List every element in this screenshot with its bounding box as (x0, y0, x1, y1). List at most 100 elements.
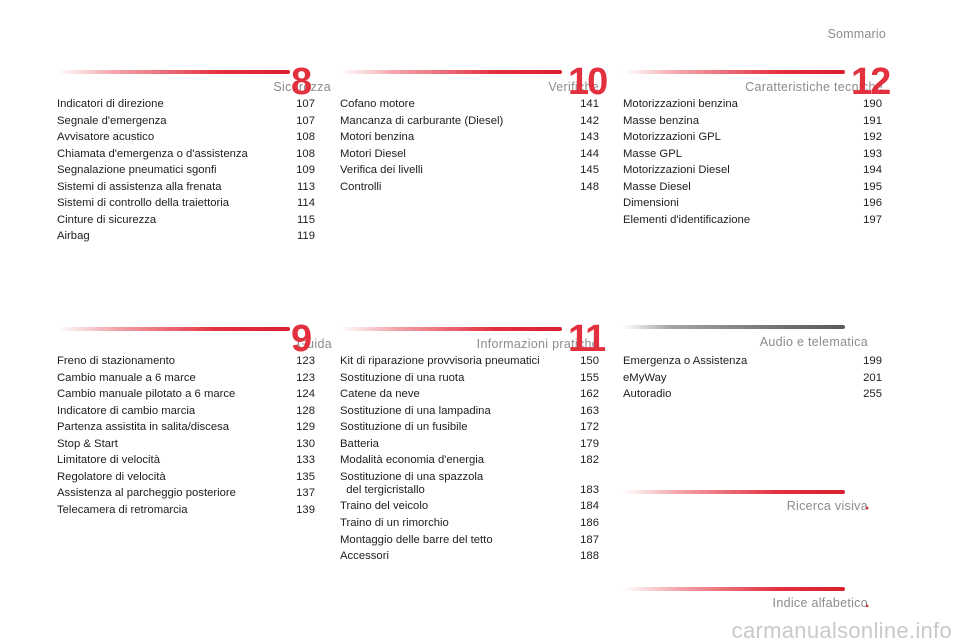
toc-entry[interactable]: Mancanza di carburante (Diesel) 142 (340, 113, 599, 130)
toc-entry[interactable]: Avvisatore acustico 108 (57, 129, 315, 146)
toc-entry[interactable]: Traino di un rimorchio 186 (340, 515, 599, 532)
toc-entry[interactable]: Emergenza o Assistenza 199 (623, 353, 882, 370)
toc-entry[interactable]: Masse benzina 191 (623, 113, 882, 130)
toc-entry-page: 150 (580, 355, 599, 367)
chapter-number-badge[interactable]: 12 (851, 61, 891, 103)
toc-entry-label: Chiamata d'emergenza o d'assistenza (57, 147, 248, 160)
toc-entry[interactable]: Sostituzione di una spazzola del tergicr… (340, 471, 599, 497)
chapter-marker-badge[interactable]: . (865, 594, 870, 611)
toc-entry-label: Sistemi di controllo della traiettoria (57, 197, 230, 210)
section-title[interactable]: Audio e telematica (759, 335, 868, 349)
toc-entry[interactable]: Masse Diesel 195 (623, 179, 882, 196)
toc-entry[interactable]: Sistemi di assistenza alla frenata 113 (57, 179, 315, 196)
toc-entry-page: 142 (580, 114, 599, 127)
toc-entry[interactable]: Telecamera di retromarcia 139 (57, 502, 315, 519)
toc-entry-page: 192 (863, 131, 882, 144)
toc-entry[interactable]: Stop & Start 130 (57, 436, 315, 453)
toc-list: Motorizzazioni benzina 190 Masse benzina 19… (623, 96, 882, 228)
section-title[interactable]: Guida (297, 337, 332, 351)
toc-entry-label: Sostituzione di una ruota (340, 371, 465, 384)
section-title[interactable]: Sicurezza (273, 80, 331, 94)
toc-list: Freno di stazionamento 123 Cambio manuale … (57, 353, 315, 518)
toc-entry[interactable]: Motorizzazioni Diesel 194 (623, 162, 882, 179)
toc-entry[interactable]: Indicatori di direzione 107 (57, 96, 315, 113)
section-bar (623, 70, 845, 74)
section-title[interactable]: Verifiche (548, 80, 599, 94)
toc-entry[interactable]: Batteria 179 (340, 436, 599, 453)
toc-entry[interactable]: Modalità economia d'energia 182 (340, 452, 599, 469)
chapter-number-badge[interactable]: 9 (291, 318, 312, 360)
toc-entry[interactable]: Segnalazione pneumatici sgonfi 109 (57, 162, 315, 179)
toc-entry[interactable]: Partenza assistita in salita/discesa 129 (57, 419, 315, 436)
chapter-number-badge[interactable]: 10 (568, 61, 608, 103)
toc-entry[interactable]: Cambio manuale pilotato a 6 marce 124 (57, 386, 315, 403)
toc-entry[interactable]: Chiamata d'emergenza o d'assistenza 108 (57, 146, 315, 163)
toc-entry[interactable]: Motori Diesel 144 (340, 146, 599, 163)
toc-entry-label: Controlli (340, 180, 382, 193)
toc-entry-label: Kit di riparazione provvisoria pneumatic… (340, 355, 540, 367)
toc-entry[interactable]: eMyWay 201 (623, 370, 882, 387)
toc-entry[interactable]: Airbag 119 (57, 228, 315, 245)
toc-entry[interactable]: Cofano motore 141 (340, 96, 599, 113)
toc-entry[interactable]: Freno di stazionamento 123 (57, 353, 315, 370)
toc-entry-page: 130 (296, 437, 315, 450)
toc-entry[interactable]: Indicatore di cambio marcia 128 (57, 403, 315, 420)
toc-entry[interactable]: Montaggio delle barre del tetto 187 (340, 532, 599, 549)
toc-entry[interactable]: Elementi d'identificazione 197 (623, 212, 882, 229)
toc-entry[interactable]: Kit di riparazione provvisoria pneumatic… (340, 353, 599, 370)
toc-entry-page: 113 (296, 180, 315, 193)
toc-entry[interactable]: Autoradio 255 (623, 386, 882, 403)
toc-entry-page: 109 (296, 164, 315, 177)
toc-entry-label: Sistemi di assistenza alla frenata (57, 180, 222, 193)
toc-entry[interactable]: Controlli 148 (340, 179, 599, 196)
toc-entry-page: 155 (580, 371, 599, 384)
toc-entry[interactable]: Motori benzina 143 (340, 129, 599, 146)
chapter-number-badge[interactable]: 8 (291, 61, 312, 103)
toc-entry-label: Cinture di sicurezza (57, 213, 157, 226)
toc-entry-page: 128 (296, 404, 315, 417)
section-title[interactable]: Informazioni pratiche (476, 337, 599, 351)
toc-entry-page: 162 (580, 388, 599, 401)
section-title[interactable]: Indice alfabetico (772, 596, 868, 610)
toc-entry[interactable]: Verifica dei livelli 145 (340, 162, 599, 179)
toc-entry-page: 148 (580, 180, 599, 193)
toc-entry[interactable]: Assistenza al parcheggio posteriore 137 (57, 485, 315, 502)
toc-entry-label: Telecamera di retromarcia (57, 503, 188, 516)
toc-entry[interactable]: Dimensioni 196 (623, 195, 882, 212)
toc-entry-label: Catene da neve (340, 388, 420, 401)
section-title[interactable]: Ricerca visiva (786, 499, 868, 513)
toc-entry-page: 194 (863, 164, 882, 177)
section-bar (623, 325, 845, 329)
toc-entry-page: 163 (580, 404, 599, 417)
toc-entry-page: 135 (296, 470, 315, 483)
toc-entry-page: 115 (296, 213, 315, 226)
toc-entry-page: 187 (580, 533, 599, 546)
section-title[interactable]: Caratteristiche tecniche (745, 80, 883, 94)
toc-entry[interactable]: Motorizzazioni GPL 192 (623, 129, 882, 146)
toc-entry[interactable]: Traino del veicolo 184 (340, 498, 599, 515)
toc-entry-page: 114 (296, 197, 315, 210)
toc-entry[interactable]: Sostituzione di una ruota 155 (340, 370, 599, 387)
toc-entry[interactable]: Sostituzione di una lampadina 163 (340, 403, 599, 420)
toc-list: Emergenza o Assistenza 199 eMyWay 201 Autora… (623, 353, 882, 403)
sommario-link[interactable]: Sommario (827, 27, 886, 41)
toc-entry[interactable]: Regolatore di velocità 135 (57, 469, 315, 486)
toc-entry[interactable]: Cinture di sicurezza 115 (57, 212, 315, 229)
toc-entry[interactable]: Cambio manuale a 6 marce 123 (57, 370, 315, 387)
toc-entry[interactable]: Sistemi di controllo della traiettoria 11… (57, 195, 315, 212)
chapter-marker-badge[interactable]: . (865, 496, 870, 513)
toc-entry[interactable]: Sostituzione di un fusibile 172 (340, 419, 599, 436)
toc-entry[interactable]: Catene da neve 162 (340, 386, 599, 403)
toc-entry[interactable]: Motorizzazioni benzina 190 (623, 96, 882, 113)
toc-entry[interactable]: Limitatore di velocità 133 (57, 452, 315, 469)
toc-entry-page: 182 (580, 454, 599, 467)
toc-entry-page: 108 (296, 147, 315, 160)
toc-entry-label: Dimensioni (623, 197, 679, 210)
toc-entry[interactable]: Masse GPL 193 (623, 146, 882, 163)
toc-entry-page: 133 (296, 454, 315, 467)
toc-entry[interactable]: Accessori 188 (340, 548, 599, 565)
toc-entry-page: 144 (580, 147, 599, 160)
toc-entry[interactable]: Segnale d'emergenza 107 (57, 113, 315, 130)
toc-entry-label: Traino del veicolo (340, 500, 429, 513)
chapter-number-badge[interactable]: 11 (568, 318, 606, 360)
